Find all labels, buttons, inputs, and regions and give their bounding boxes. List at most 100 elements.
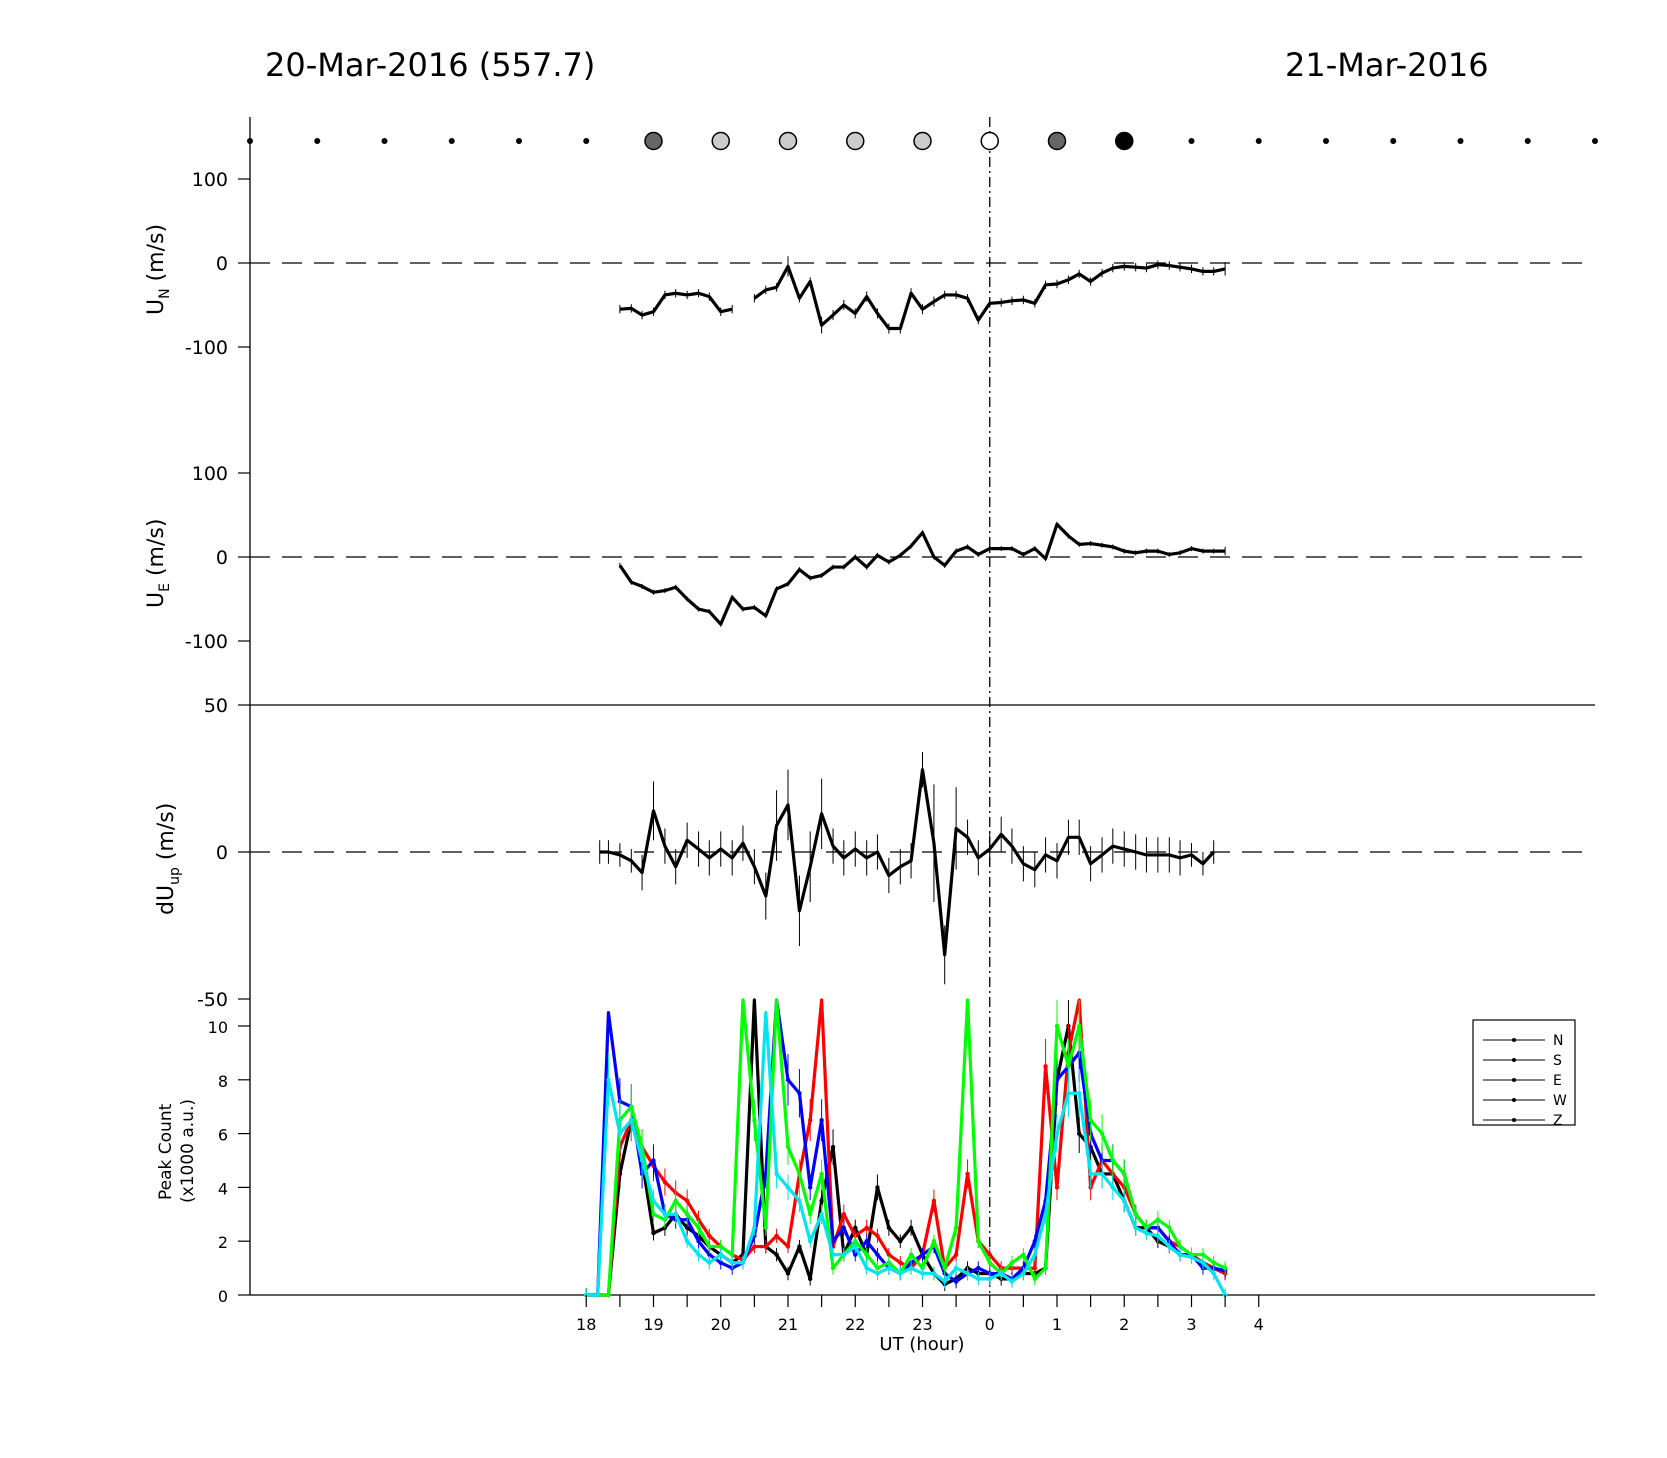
un-line bbox=[619, 291, 733, 317]
peak-point-W bbox=[1054, 1023, 1060, 1029]
peak-point-N bbox=[987, 1252, 992, 1257]
phase-circle-light bbox=[913, 131, 932, 151]
legend-box bbox=[1472, 1019, 1576, 1126]
peak-point-Z bbox=[1110, 1185, 1116, 1190]
peak-point-Z bbox=[920, 1271, 925, 1276]
peak-axis-label-line2: (x1000 a.u.) bbox=[178, 1099, 198, 1203]
legend-marker-S bbox=[1512, 1058, 1516, 1062]
peak-point-Z bbox=[1076, 1091, 1082, 1096]
peak-point-W bbox=[1177, 1244, 1183, 1249]
peak-point-Z bbox=[729, 1260, 735, 1265]
peak-count-panel: 10 8 6 4 2 0 bbox=[208, 998, 1228, 1306]
peak-point-W bbox=[908, 1252, 914, 1257]
peak-point-S bbox=[707, 1252, 712, 1257]
peak-point-S bbox=[841, 1225, 847, 1230]
peak-point-Z bbox=[595, 1292, 600, 1298]
peak-point-W bbox=[1043, 1265, 1048, 1271]
phase-circle-light bbox=[711, 131, 730, 151]
dup-panel: 50 0 -50 bbox=[197, 695, 1215, 1011]
peak-point-Z bbox=[1155, 1233, 1161, 1239]
x-tick-label: 3 bbox=[1186, 1315, 1196, 1334]
peak-point-E bbox=[853, 1225, 858, 1230]
phase-dot bbox=[1255, 138, 1262, 144]
peak-point-E bbox=[898, 1239, 903, 1244]
peak-point-W bbox=[707, 1244, 712, 1249]
peak-point-S bbox=[718, 1260, 723, 1265]
peak-point-W bbox=[696, 1225, 701, 1230]
peak-point-Z bbox=[908, 1265, 914, 1271]
peak-point-W bbox=[651, 1212, 656, 1217]
peak-point-Z bbox=[1167, 1244, 1172, 1249]
peak-point-Z bbox=[662, 1212, 668, 1217]
phase-dot bbox=[381, 138, 388, 144]
peak-point-W bbox=[684, 1212, 690, 1217]
peak-point-Z bbox=[841, 1252, 847, 1257]
peak-point-W bbox=[673, 1198, 678, 1204]
peak-point-S bbox=[785, 1077, 791, 1083]
peak-point-W bbox=[1133, 1212, 1138, 1217]
peak-point-S bbox=[976, 1265, 981, 1271]
x-tick-label: 4 bbox=[1254, 1315, 1264, 1334]
peak-point-W bbox=[1222, 1265, 1228, 1271]
peak-point-Z bbox=[1189, 1255, 1194, 1260]
peak-point-N bbox=[864, 1225, 869, 1230]
peak-point-Z bbox=[864, 1265, 869, 1271]
legend-label-S: S bbox=[1553, 1053, 1562, 1069]
peak-point-E bbox=[797, 1244, 802, 1249]
phase-circle-light bbox=[778, 131, 798, 151]
peak-point-N bbox=[662, 1179, 668, 1185]
peak-point-Z bbox=[976, 1276, 981, 1282]
peak-point-Z bbox=[931, 1271, 937, 1276]
x-tick-label: 18 bbox=[576, 1315, 596, 1334]
peak-point-W bbox=[1021, 1252, 1026, 1257]
peak-point-Z bbox=[1144, 1230, 1149, 1236]
peak-point-Z bbox=[1054, 1131, 1060, 1136]
peak-series-Z bbox=[586, 1010, 1227, 1297]
peak-point-Z bbox=[1066, 1091, 1071, 1096]
peak-point-Z bbox=[606, 1077, 611, 1083]
peak-point-W bbox=[1200, 1252, 1206, 1257]
peak-point-Z bbox=[785, 1185, 791, 1190]
peak-point-Z bbox=[1211, 1271, 1216, 1276]
peak-point-Z bbox=[774, 1171, 779, 1177]
phase-dot bbox=[448, 138, 455, 144]
peak-point-Z bbox=[1021, 1271, 1026, 1276]
peak-point-W bbox=[718, 1244, 723, 1249]
peak-point-Z bbox=[830, 1252, 836, 1257]
peak-axis-label-line1: Peak Count bbox=[156, 1103, 176, 1200]
peak-point-Z bbox=[886, 1265, 892, 1271]
peak-point-Z bbox=[942, 1279, 947, 1284]
peak-point-S bbox=[864, 1239, 869, 1244]
peak-point-E bbox=[875, 1185, 880, 1190]
x-tick-label: 0 bbox=[985, 1315, 995, 1334]
dup-y-tick-label: 50 bbox=[204, 695, 228, 717]
peak-point-Z bbox=[752, 1225, 757, 1230]
peak-point-Z bbox=[1177, 1252, 1183, 1257]
peak-point-Z bbox=[1200, 1260, 1206, 1265]
peak-point-W bbox=[931, 1239, 937, 1244]
peak-point-Z bbox=[1009, 1279, 1015, 1284]
peak-point-W bbox=[1088, 1117, 1093, 1123]
peak-point-Z bbox=[853, 1244, 858, 1249]
peak-point-Z bbox=[718, 1252, 723, 1257]
peak-point-W bbox=[797, 1171, 802, 1177]
legend-label-N: N bbox=[1553, 1033, 1563, 1049]
phase-dot bbox=[314, 138, 321, 144]
peak-point-N bbox=[875, 1233, 880, 1239]
peak-point-S bbox=[830, 1239, 836, 1244]
peak-point-E bbox=[785, 1271, 791, 1276]
x-axis-ticks: 18 19 20 21 22 23 0 1 2 3 4 bbox=[576, 1295, 1264, 1334]
peak-point-Z bbox=[651, 1198, 656, 1204]
peak-point-E bbox=[774, 1252, 779, 1257]
peak-point-S bbox=[651, 1158, 656, 1163]
peak-point-S bbox=[696, 1239, 701, 1244]
phase-dot bbox=[583, 138, 590, 144]
left-date-title: 20-Mar-2016 (557.7) bbox=[265, 46, 595, 84]
peak-point-S bbox=[807, 1185, 813, 1190]
axes-frames bbox=[249, 117, 1595, 1296]
phase-circle-dark bbox=[644, 131, 663, 151]
peak-point-E bbox=[908, 1225, 914, 1230]
x-tick-label: 1 bbox=[1052, 1315, 1062, 1334]
ue-line bbox=[618, 522, 1226, 626]
